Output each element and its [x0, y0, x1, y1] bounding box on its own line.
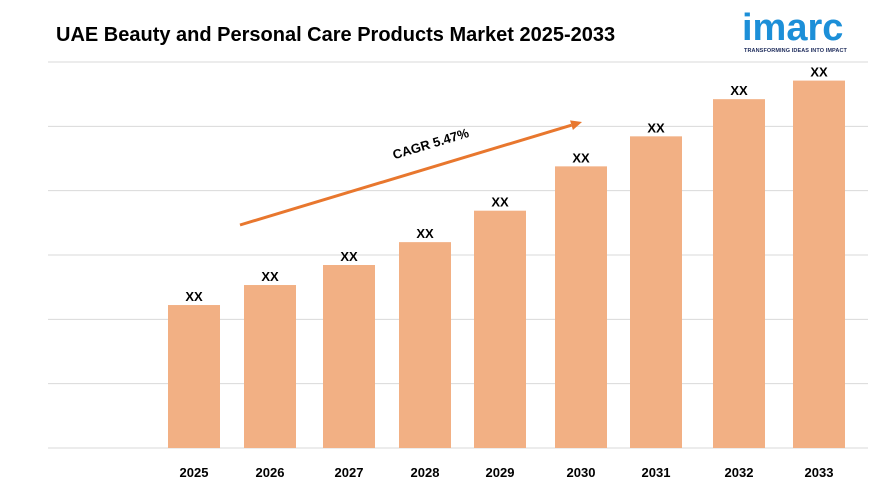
x-tick-2025: 2025 [180, 465, 209, 480]
data-label-2032: XX [730, 83, 748, 98]
bar-2032 [713, 99, 765, 448]
x-tick-2027: 2027 [335, 465, 364, 480]
data-label-2030: XX [572, 150, 590, 165]
data-labels: XX XX XX XX XX XX XX XX XX [185, 65, 828, 304]
chart-title: UAE Beauty and Personal Care Products Ma… [56, 24, 616, 46]
bar-2033 [793, 80, 845, 449]
cagr-label: CAGR 5.47% [391, 125, 471, 162]
bar-2031 [630, 136, 682, 448]
data-label-2028: XX [416, 226, 434, 241]
x-tick-2028: 2028 [411, 465, 440, 480]
data-label-2033: XX [810, 65, 828, 80]
bar-2028 [399, 242, 451, 448]
logo-tagline: TRANSFORMING IDEAS INTO IMPACT [744, 48, 848, 54]
data-label-2031: XX [647, 120, 665, 135]
x-tick-2030: 2030 [567, 465, 596, 480]
bar-2026 [244, 285, 296, 448]
bar-2025 [168, 305, 220, 448]
data-label-2029: XX [491, 195, 509, 210]
x-axis-ticks: 2025 2026 2027 2028 2029 2030 2031 2032 2033 [180, 465, 834, 480]
logo-wordmark: imarc [742, 7, 844, 49]
data-label-2025: XX [185, 289, 203, 304]
bar-2027 [323, 265, 375, 448]
data-label-2027: XX [340, 249, 358, 264]
bar-2030 [555, 166, 607, 448]
x-tick-2032: 2032 [725, 465, 754, 480]
x-tick-2026: 2026 [256, 465, 285, 480]
x-tick-2033: 2033 [805, 465, 834, 480]
x-tick-2029: 2029 [486, 465, 515, 480]
cagr-arrow-head [570, 120, 582, 130]
cagr-annotation: CAGR 5.47% [239, 120, 582, 227]
x-tick-2031: 2031 [642, 465, 671, 480]
imarc-logo: imarc TRANSFORMING IDEAS INTO IMPACT [742, 8, 864, 60]
bars [168, 80, 845, 449]
data-label-2026: XX [261, 269, 279, 284]
bar-2029 [474, 210, 526, 448]
cagr-arrow-line [239, 123, 572, 227]
